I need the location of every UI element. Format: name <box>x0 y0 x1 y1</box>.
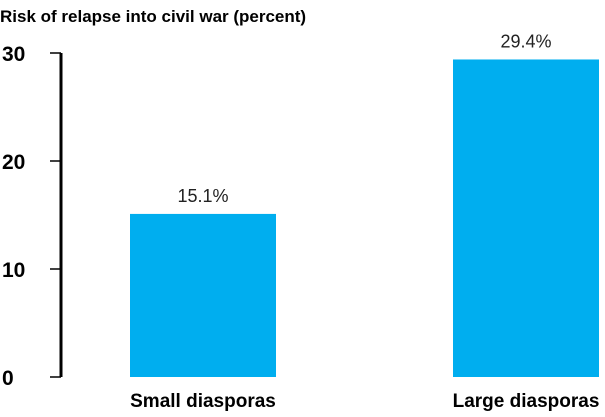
bar-1 <box>130 213 276 377</box>
bars <box>130 59 599 377</box>
labels: 15.1% Small diasporas 29.4% Large diasporas <box>130 31 599 412</box>
category-label: Large diasporas <box>453 391 600 412</box>
chart-title: Risk of relapse into civil war (percent) <box>0 7 306 26</box>
data-label: 15.1% <box>177 186 228 206</box>
y-tick-label: 0 <box>2 367 14 390</box>
data-label: 29.4% <box>500 31 551 51</box>
y-tick-label: 20 <box>2 151 25 174</box>
y-tick-label: 30 <box>2 43 25 66</box>
y-tick-label: 10 <box>2 259 25 282</box>
category-label: Small diasporas <box>130 391 276 412</box>
bar-2 <box>453 59 599 377</box>
y-axis: 0 10 20 30 <box>2 43 63 390</box>
